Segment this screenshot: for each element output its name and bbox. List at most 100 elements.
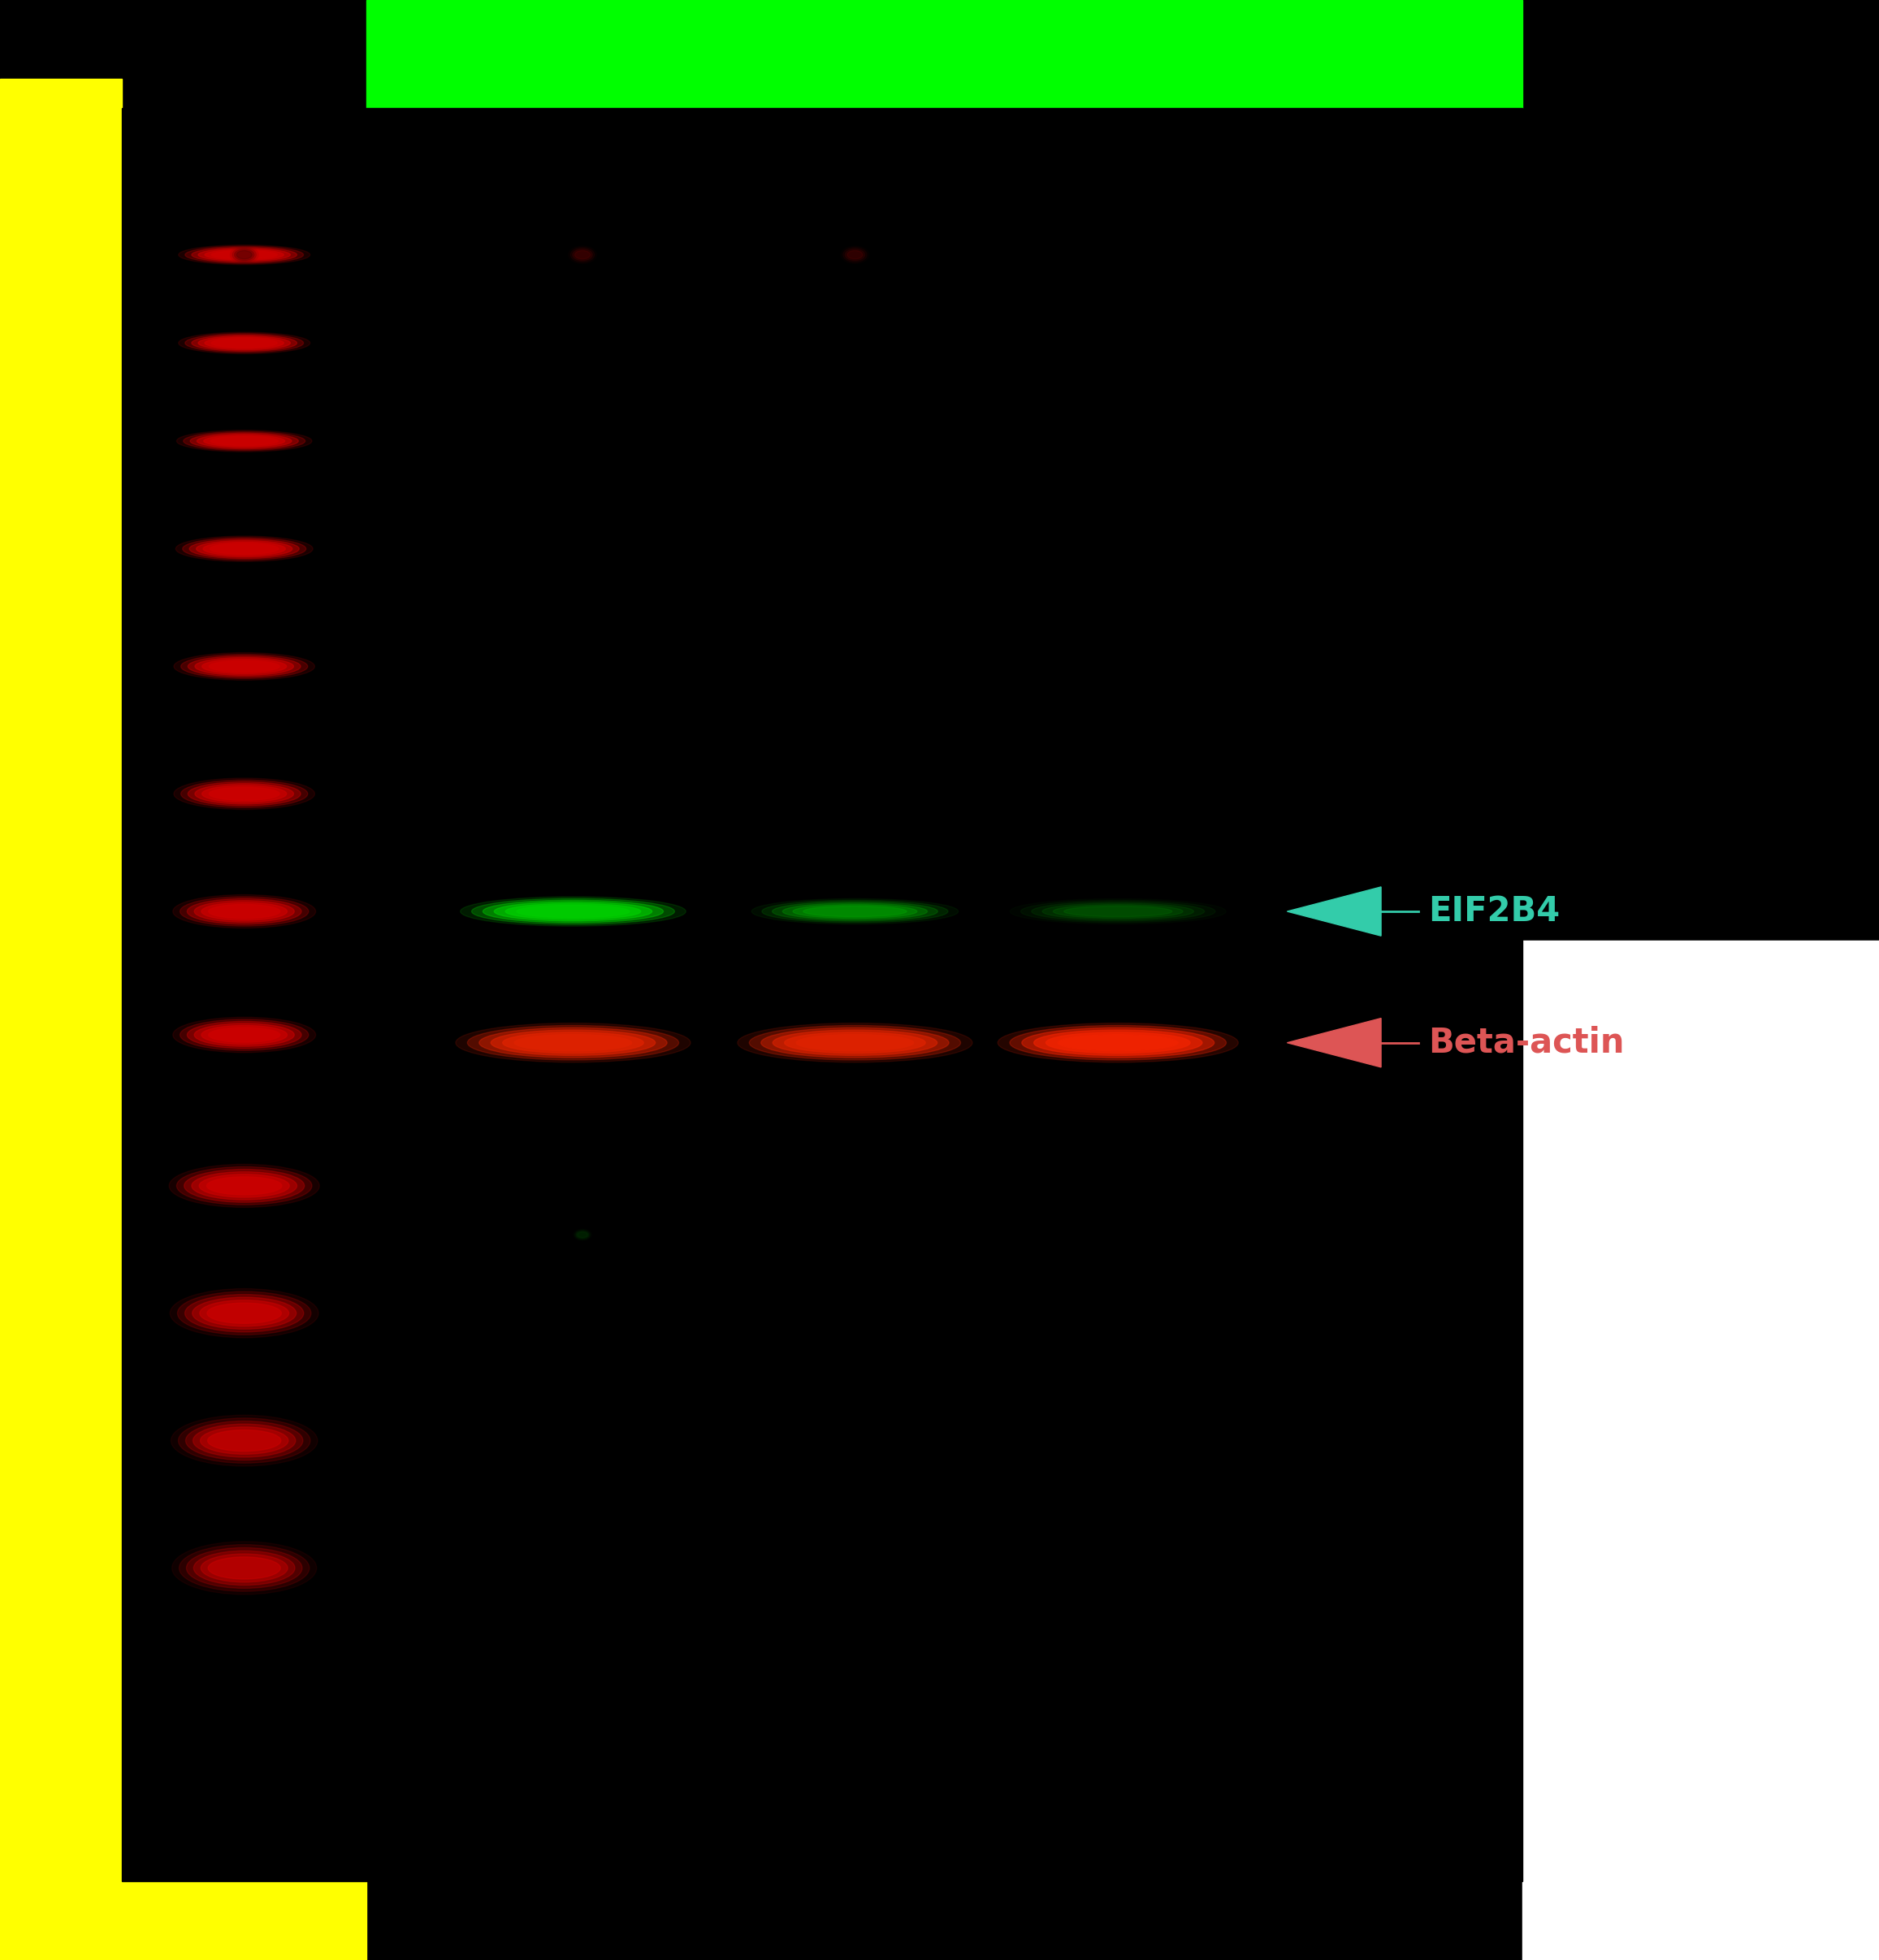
Ellipse shape: [210, 339, 278, 347]
Ellipse shape: [188, 657, 301, 676]
Ellipse shape: [192, 335, 297, 351]
Ellipse shape: [199, 249, 291, 261]
Ellipse shape: [840, 247, 868, 263]
Ellipse shape: [209, 1027, 280, 1043]
Ellipse shape: [235, 249, 254, 261]
Ellipse shape: [460, 896, 686, 927]
Ellipse shape: [515, 1035, 631, 1051]
Ellipse shape: [750, 1025, 960, 1060]
Ellipse shape: [192, 247, 297, 263]
Ellipse shape: [998, 1023, 1238, 1062]
Ellipse shape: [190, 433, 299, 449]
Ellipse shape: [184, 431, 304, 451]
Ellipse shape: [782, 904, 928, 919]
Ellipse shape: [180, 1019, 308, 1051]
Ellipse shape: [205, 249, 284, 261]
Ellipse shape: [177, 431, 312, 453]
Ellipse shape: [194, 900, 295, 923]
Ellipse shape: [195, 657, 293, 676]
Ellipse shape: [573, 249, 592, 261]
Ellipse shape: [772, 1031, 938, 1054]
Ellipse shape: [1047, 1033, 1189, 1053]
Ellipse shape: [203, 786, 286, 802]
Ellipse shape: [804, 906, 906, 917]
Ellipse shape: [203, 543, 286, 555]
Ellipse shape: [210, 437, 278, 445]
Ellipse shape: [793, 906, 917, 917]
Ellipse shape: [186, 1548, 303, 1588]
Ellipse shape: [573, 1229, 592, 1241]
Ellipse shape: [1033, 1031, 1203, 1054]
Ellipse shape: [177, 1292, 312, 1335]
Ellipse shape: [199, 335, 291, 351]
Ellipse shape: [737, 1023, 973, 1062]
Ellipse shape: [169, 1290, 318, 1337]
Ellipse shape: [173, 894, 316, 929]
Ellipse shape: [194, 1550, 295, 1586]
Ellipse shape: [571, 247, 594, 263]
Ellipse shape: [207, 1176, 282, 1196]
Ellipse shape: [504, 1033, 643, 1053]
Ellipse shape: [207, 1303, 282, 1323]
Ellipse shape: [199, 1174, 289, 1198]
Ellipse shape: [844, 247, 866, 263]
Ellipse shape: [197, 433, 291, 449]
Ellipse shape: [847, 251, 862, 259]
Ellipse shape: [797, 1035, 913, 1051]
Ellipse shape: [192, 1298, 297, 1329]
Ellipse shape: [479, 1027, 667, 1058]
Text: EIF2B4: EIF2B4: [1428, 894, 1560, 929]
Ellipse shape: [186, 1421, 303, 1460]
Ellipse shape: [567, 247, 598, 263]
Ellipse shape: [577, 1233, 588, 1237]
Ellipse shape: [180, 655, 308, 678]
Ellipse shape: [763, 900, 947, 923]
Ellipse shape: [1064, 906, 1172, 917]
Ellipse shape: [210, 251, 278, 259]
Ellipse shape: [188, 1021, 301, 1049]
Ellipse shape: [1022, 1027, 1214, 1058]
Ellipse shape: [192, 1172, 297, 1200]
Ellipse shape: [468, 1025, 678, 1060]
Ellipse shape: [184, 1294, 304, 1333]
Ellipse shape: [169, 1164, 319, 1207]
Ellipse shape: [179, 331, 310, 355]
Ellipse shape: [188, 898, 301, 925]
Ellipse shape: [1052, 906, 1184, 917]
Ellipse shape: [209, 661, 280, 672]
Ellipse shape: [194, 1023, 295, 1047]
Bar: [122, 108, 1522, 1882]
Ellipse shape: [203, 659, 286, 674]
Bar: [366, 0, 1522, 108]
Ellipse shape: [173, 1541, 316, 1595]
Ellipse shape: [184, 247, 304, 263]
Ellipse shape: [201, 902, 287, 921]
Ellipse shape: [179, 245, 310, 265]
Ellipse shape: [188, 782, 301, 806]
Ellipse shape: [752, 898, 958, 925]
Ellipse shape: [199, 1299, 289, 1327]
Ellipse shape: [494, 902, 652, 921]
Ellipse shape: [203, 435, 286, 447]
Ellipse shape: [575, 1231, 590, 1239]
Ellipse shape: [209, 788, 280, 800]
Ellipse shape: [575, 251, 590, 259]
Ellipse shape: [472, 898, 675, 925]
Ellipse shape: [785, 1033, 924, 1053]
Ellipse shape: [505, 904, 641, 919]
Bar: [0, 78, 122, 1882]
Ellipse shape: [179, 1419, 310, 1462]
Ellipse shape: [190, 539, 299, 559]
Ellipse shape: [184, 1170, 304, 1201]
Ellipse shape: [175, 537, 312, 563]
Ellipse shape: [207, 1431, 282, 1450]
Ellipse shape: [179, 1544, 310, 1592]
Ellipse shape: [517, 906, 629, 917]
Ellipse shape: [209, 904, 280, 919]
Ellipse shape: [173, 653, 316, 680]
Ellipse shape: [180, 896, 308, 927]
Ellipse shape: [575, 1231, 590, 1239]
Bar: [1522, 941, 1879, 1960]
Ellipse shape: [233, 247, 256, 263]
Ellipse shape: [182, 537, 306, 561]
